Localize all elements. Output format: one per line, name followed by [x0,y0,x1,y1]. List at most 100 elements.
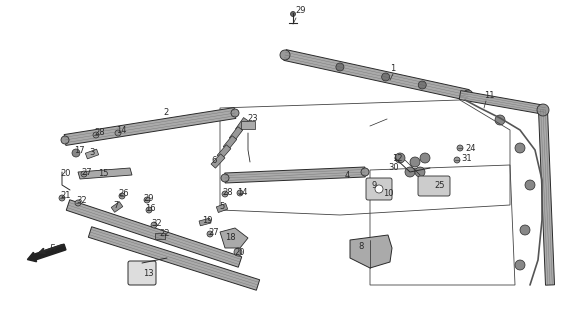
Text: 8: 8 [358,242,363,251]
Circle shape [375,185,383,193]
Circle shape [515,143,525,153]
Circle shape [221,174,229,182]
Text: 32: 32 [151,219,162,228]
Circle shape [525,180,535,190]
Circle shape [61,136,69,144]
Circle shape [405,167,415,177]
Circle shape [231,109,239,117]
Text: 26: 26 [118,188,129,197]
Circle shape [415,167,425,177]
Circle shape [280,50,290,60]
Circle shape [207,231,213,237]
FancyBboxPatch shape [366,178,392,200]
Text: 22: 22 [159,228,170,237]
Text: 19: 19 [202,215,213,225]
Bar [199,218,211,226]
Circle shape [463,90,473,100]
Polygon shape [284,50,469,100]
Bar [155,233,165,239]
Bar [216,204,228,212]
Text: 20: 20 [234,247,245,257]
Text: 32: 32 [76,196,87,204]
Circle shape [146,207,152,213]
Circle shape [410,157,420,167]
Text: 20: 20 [60,169,70,178]
Bar [211,154,225,168]
Circle shape [234,248,242,256]
Text: 21: 21 [60,190,70,199]
Text: 28: 28 [222,188,232,196]
Text: 1: 1 [390,63,395,73]
Circle shape [395,153,405,163]
Circle shape [72,149,80,157]
Circle shape [382,73,390,81]
Circle shape [222,191,228,197]
Circle shape [420,153,430,163]
Text: 29: 29 [143,194,153,203]
Circle shape [75,200,81,206]
FancyBboxPatch shape [128,261,156,285]
Text: 23: 23 [247,114,258,123]
Bar [241,121,255,129]
Circle shape [119,193,125,199]
Text: 27: 27 [81,167,91,177]
Text: 6: 6 [211,156,217,164]
Polygon shape [350,235,392,268]
Circle shape [336,63,344,71]
Polygon shape [220,228,248,248]
Bar [85,149,99,159]
Text: 14: 14 [116,125,126,134]
Circle shape [290,12,296,17]
Circle shape [457,145,463,151]
Text: 30: 30 [388,163,399,172]
Text: 5: 5 [219,202,224,211]
Text: 10: 10 [383,188,394,197]
Bar [236,117,249,132]
Text: 12: 12 [392,154,403,163]
Circle shape [495,115,505,125]
Text: 27: 27 [208,228,219,236]
Circle shape [115,130,121,136]
Polygon shape [459,91,546,115]
FancyBboxPatch shape [418,176,450,196]
Text: 17: 17 [74,146,85,155]
Circle shape [537,104,549,116]
Text: 15: 15 [98,169,108,178]
FancyArrow shape [28,244,66,262]
Text: 25: 25 [434,180,444,189]
Circle shape [59,195,65,201]
Circle shape [237,190,243,196]
Polygon shape [64,108,236,145]
Polygon shape [89,227,259,290]
Bar [223,136,237,150]
Circle shape [93,132,99,138]
Text: 14: 14 [237,188,248,196]
Polygon shape [225,167,365,183]
Text: 29: 29 [295,5,306,14]
Circle shape [151,222,157,228]
Circle shape [81,171,87,177]
Circle shape [454,157,460,163]
Polygon shape [78,168,132,179]
Circle shape [361,168,369,176]
Text: 13: 13 [143,269,153,278]
Bar [111,202,123,212]
Text: 18: 18 [225,233,236,242]
Text: 7: 7 [113,201,118,210]
Text: 3: 3 [89,148,94,156]
Text: 24: 24 [465,143,475,153]
Bar [230,127,243,141]
Text: 9: 9 [372,180,377,189]
Text: 4: 4 [345,171,350,180]
Circle shape [520,225,530,235]
Text: 31: 31 [461,154,472,163]
Circle shape [418,81,426,89]
Polygon shape [66,200,242,267]
Polygon shape [539,110,554,285]
Text: 16: 16 [145,204,156,212]
Circle shape [144,197,150,203]
Text: 11: 11 [484,91,495,100]
Text: Fr.: Fr. [50,244,60,252]
Bar [217,145,231,159]
Text: 28: 28 [94,127,105,137]
